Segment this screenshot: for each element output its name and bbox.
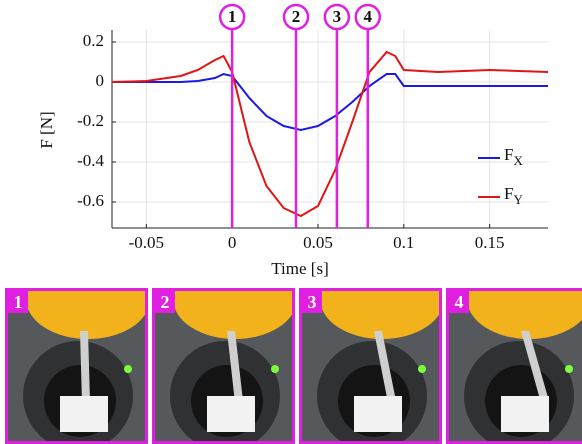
x-tick-label: 0.15	[475, 233, 505, 252]
y-tick-label: 0.2	[83, 31, 104, 50]
event-marker-badge	[218, 3, 246, 31]
y-tick-label: 0	[96, 71, 105, 90]
y-tick-label: -0.4	[77, 151, 104, 170]
photo: 2	[152, 288, 295, 444]
event-marker-badge	[354, 3, 382, 31]
photo-strip: 1 2 3 4	[5, 288, 582, 444]
event-marker-label: 2	[292, 7, 301, 26]
legend-label: FX	[504, 145, 523, 168]
photo: 4	[446, 288, 582, 444]
photo-scene	[8, 291, 145, 441]
photo: 3	[299, 288, 442, 444]
photo-scene	[302, 291, 439, 441]
y-tick-label: -0.2	[77, 111, 104, 130]
x-tick-label: 0	[228, 233, 237, 252]
photo-label: 2	[155, 291, 175, 313]
x-tick-label: 0.05	[303, 233, 333, 252]
event-marker-label: 3	[333, 7, 342, 26]
photo-scene	[155, 291, 292, 441]
x-axis-label: Time [s]	[271, 259, 328, 278]
event-marker-badge	[282, 3, 310, 31]
event-marker-label: 1	[228, 7, 237, 26]
photo-label: 4	[449, 291, 469, 313]
photo: 1	[5, 288, 148, 444]
x-tick-label: 0.1	[393, 233, 414, 252]
chart: Time [s] F [N] -0.6 -0.4 -0.2 0 0.2 -0.05 0 0.0…	[37, 3, 549, 278]
photo-label: 3	[302, 291, 322, 313]
y-axis-label: F [N]	[37, 111, 56, 148]
photo-label: 1	[8, 291, 28, 313]
series-line	[111, 50, 549, 218]
legend-label: FY	[504, 184, 523, 207]
series-line	[112, 72, 548, 132]
photo-scene	[449, 291, 582, 441]
event-marker-label: 4	[364, 7, 373, 26]
x-tick-label: -0.05	[129, 233, 164, 252]
y-tick-label: -0.6	[77, 191, 104, 210]
event-marker-badge	[323, 3, 351, 31]
